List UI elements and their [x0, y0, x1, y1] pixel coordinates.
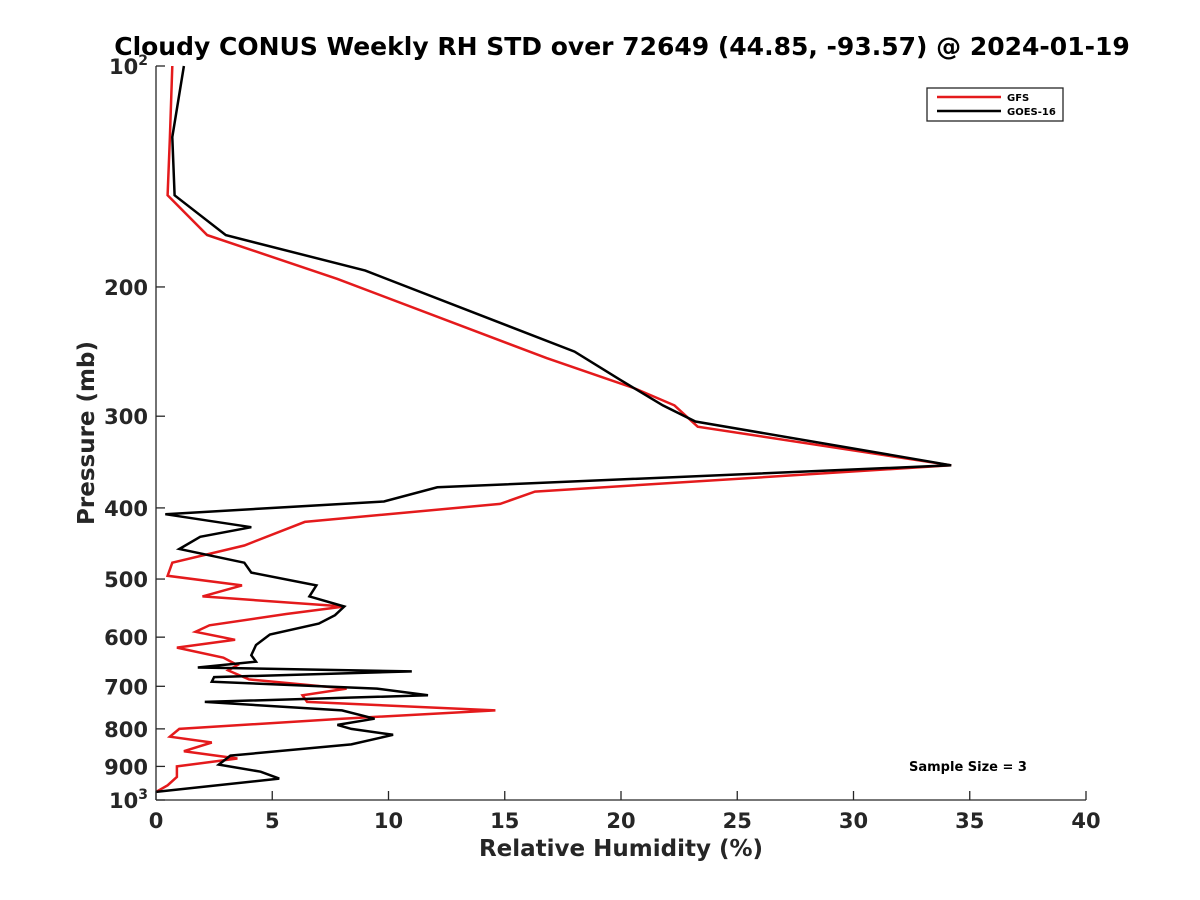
legend: GFS GOES-16 — [926, 87, 1064, 122]
y-tick-label: 400 — [104, 497, 148, 521]
legend-entry: GOES-16 — [1007, 107, 1056, 118]
y-tick-label: 102 — [109, 53, 148, 79]
x-tick-label: 30 — [839, 809, 868, 833]
x-tick-label: 15 — [490, 809, 519, 833]
legend-entry: GFS — [1007, 93, 1029, 104]
y-tick-label: 500 — [104, 568, 148, 592]
x-tick-label: 5 — [265, 809, 280, 833]
y-tick-label: 200 — [104, 276, 148, 300]
sample-size-annotation: Sample Size = 3 — [909, 760, 1027, 775]
y-tick-label: 600 — [104, 626, 148, 650]
x-tick-label: 10 — [374, 809, 403, 833]
x-tick-label: 20 — [606, 809, 635, 833]
x-tick-label: 25 — [723, 809, 752, 833]
plot-frame — [156, 66, 1086, 800]
x-tick-label: 40 — [1071, 809, 1100, 833]
chart-title: Cloudy CONUS Weekly RH STD over 72649 (4… — [114, 32, 1130, 61]
y-axis-label: Pressure (mb) — [74, 341, 100, 525]
y-axis-ticks: 102 200 300 400 500 600 700 800 900 103 — [104, 53, 165, 813]
x-axis-label: Relative Humidity (%) — [479, 836, 763, 862]
y-tick-label: 300 — [104, 405, 148, 429]
x-tick-label: 0 — [149, 809, 164, 833]
series-line-goes-16 — [155, 65, 952, 794]
y-tick-label: 103 — [109, 787, 148, 813]
series-line-gfs — [155, 65, 952, 793]
y-tick-label: 800 — [104, 718, 148, 742]
y-tick-label: 900 — [104, 755, 148, 779]
legend-box — [926, 87, 1064, 122]
x-axis-ticks: 0 5 10 15 20 25 30 35 40 — [149, 791, 1101, 833]
x-tick-label: 35 — [955, 809, 984, 833]
y-tick-label: 700 — [104, 675, 148, 699]
series-layer — [155, 65, 952, 794]
